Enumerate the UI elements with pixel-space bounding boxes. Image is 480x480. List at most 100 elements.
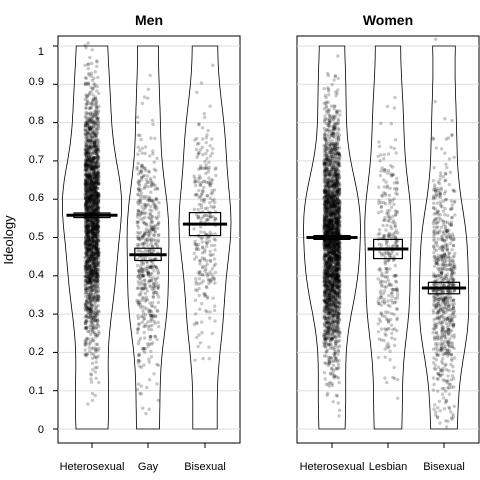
data-point <box>199 225 203 229</box>
data-point <box>85 298 89 302</box>
data-point <box>89 74 93 78</box>
data-point <box>85 186 89 191</box>
data-point <box>338 330 342 335</box>
data-point <box>86 163 91 168</box>
data-point <box>87 107 92 111</box>
data-point <box>94 196 98 201</box>
data-point <box>95 313 100 317</box>
data-point <box>94 225 98 229</box>
y-tick-labels: 0 0.1 0.2 0.3 0.4 0.5 0.6 0.7 0.8 0.9 1 <box>29 46 44 436</box>
data-point <box>87 272 91 276</box>
data-point <box>91 261 96 266</box>
data-point <box>91 111 95 115</box>
data-point <box>90 116 95 120</box>
data-point <box>95 225 99 230</box>
data-point <box>204 284 208 289</box>
data-point <box>197 247 201 252</box>
data-point <box>86 82 91 87</box>
data-point <box>194 288 198 292</box>
data-point <box>200 236 204 240</box>
data-point <box>94 194 98 198</box>
data-point <box>95 220 99 224</box>
data-point <box>205 133 209 137</box>
data-point <box>84 314 89 318</box>
data-point <box>86 261 90 265</box>
data-point <box>92 85 97 89</box>
data-point <box>92 177 96 181</box>
data-point <box>91 172 96 177</box>
data-point <box>96 219 101 223</box>
data-point <box>90 229 95 234</box>
data-point <box>91 194 95 198</box>
data-point <box>96 224 100 229</box>
data-point <box>143 336 147 340</box>
data-point <box>91 231 95 235</box>
data-point <box>88 315 92 319</box>
data-point <box>93 271 98 275</box>
data-point <box>88 228 93 232</box>
data-point <box>94 134 98 138</box>
data-point <box>156 363 161 367</box>
data-point <box>94 245 98 250</box>
data-point <box>136 274 141 278</box>
data-point <box>94 335 98 339</box>
data-point <box>157 211 161 215</box>
data-point <box>92 124 96 129</box>
data-point <box>94 106 99 111</box>
data-point <box>83 195 88 199</box>
data-point <box>151 260 155 265</box>
data-point <box>85 148 90 152</box>
data-point <box>88 192 93 196</box>
data-point <box>93 188 98 192</box>
data-point <box>94 144 99 148</box>
violin-outline <box>62 45 122 430</box>
data-point <box>93 172 97 177</box>
data-point <box>152 288 156 292</box>
data-point <box>193 358 197 362</box>
data-point <box>92 315 96 319</box>
data-point <box>89 302 94 306</box>
data-point <box>96 348 100 353</box>
data-point <box>89 261 93 266</box>
data-point <box>97 324 101 329</box>
data-point <box>91 251 95 255</box>
data-point <box>91 131 96 135</box>
data-point <box>83 184 88 189</box>
data-point <box>92 185 97 190</box>
data-point <box>148 337 152 341</box>
data-point <box>92 260 96 265</box>
data-point <box>91 255 95 260</box>
data-point <box>87 239 92 243</box>
data-point <box>96 123 100 127</box>
data-point <box>87 73 91 77</box>
data-point <box>148 73 152 78</box>
data-point <box>95 365 99 370</box>
data-point <box>94 202 98 206</box>
data-point <box>93 257 98 261</box>
data-point <box>93 185 98 189</box>
data-point <box>90 241 95 245</box>
data-point <box>93 267 97 272</box>
data-point <box>91 285 96 289</box>
data-point <box>85 170 89 175</box>
x-tick-label: Gay <box>138 461 159 473</box>
data-point <box>95 258 99 262</box>
data-point <box>95 117 100 121</box>
data-point <box>94 130 99 135</box>
data-point <box>90 159 94 163</box>
data-point <box>87 165 91 169</box>
data-point <box>93 239 97 243</box>
data-point <box>138 189 142 193</box>
data-point <box>96 155 101 159</box>
data-point <box>85 189 90 194</box>
data-point <box>87 266 91 271</box>
data-point <box>91 258 96 263</box>
data-point <box>87 163 92 167</box>
data-point <box>91 252 95 256</box>
data-point <box>212 308 217 313</box>
data-point <box>94 231 98 236</box>
data-point <box>149 355 154 359</box>
data-point <box>90 303 94 307</box>
data-point <box>84 157 88 162</box>
data-point <box>90 223 95 228</box>
